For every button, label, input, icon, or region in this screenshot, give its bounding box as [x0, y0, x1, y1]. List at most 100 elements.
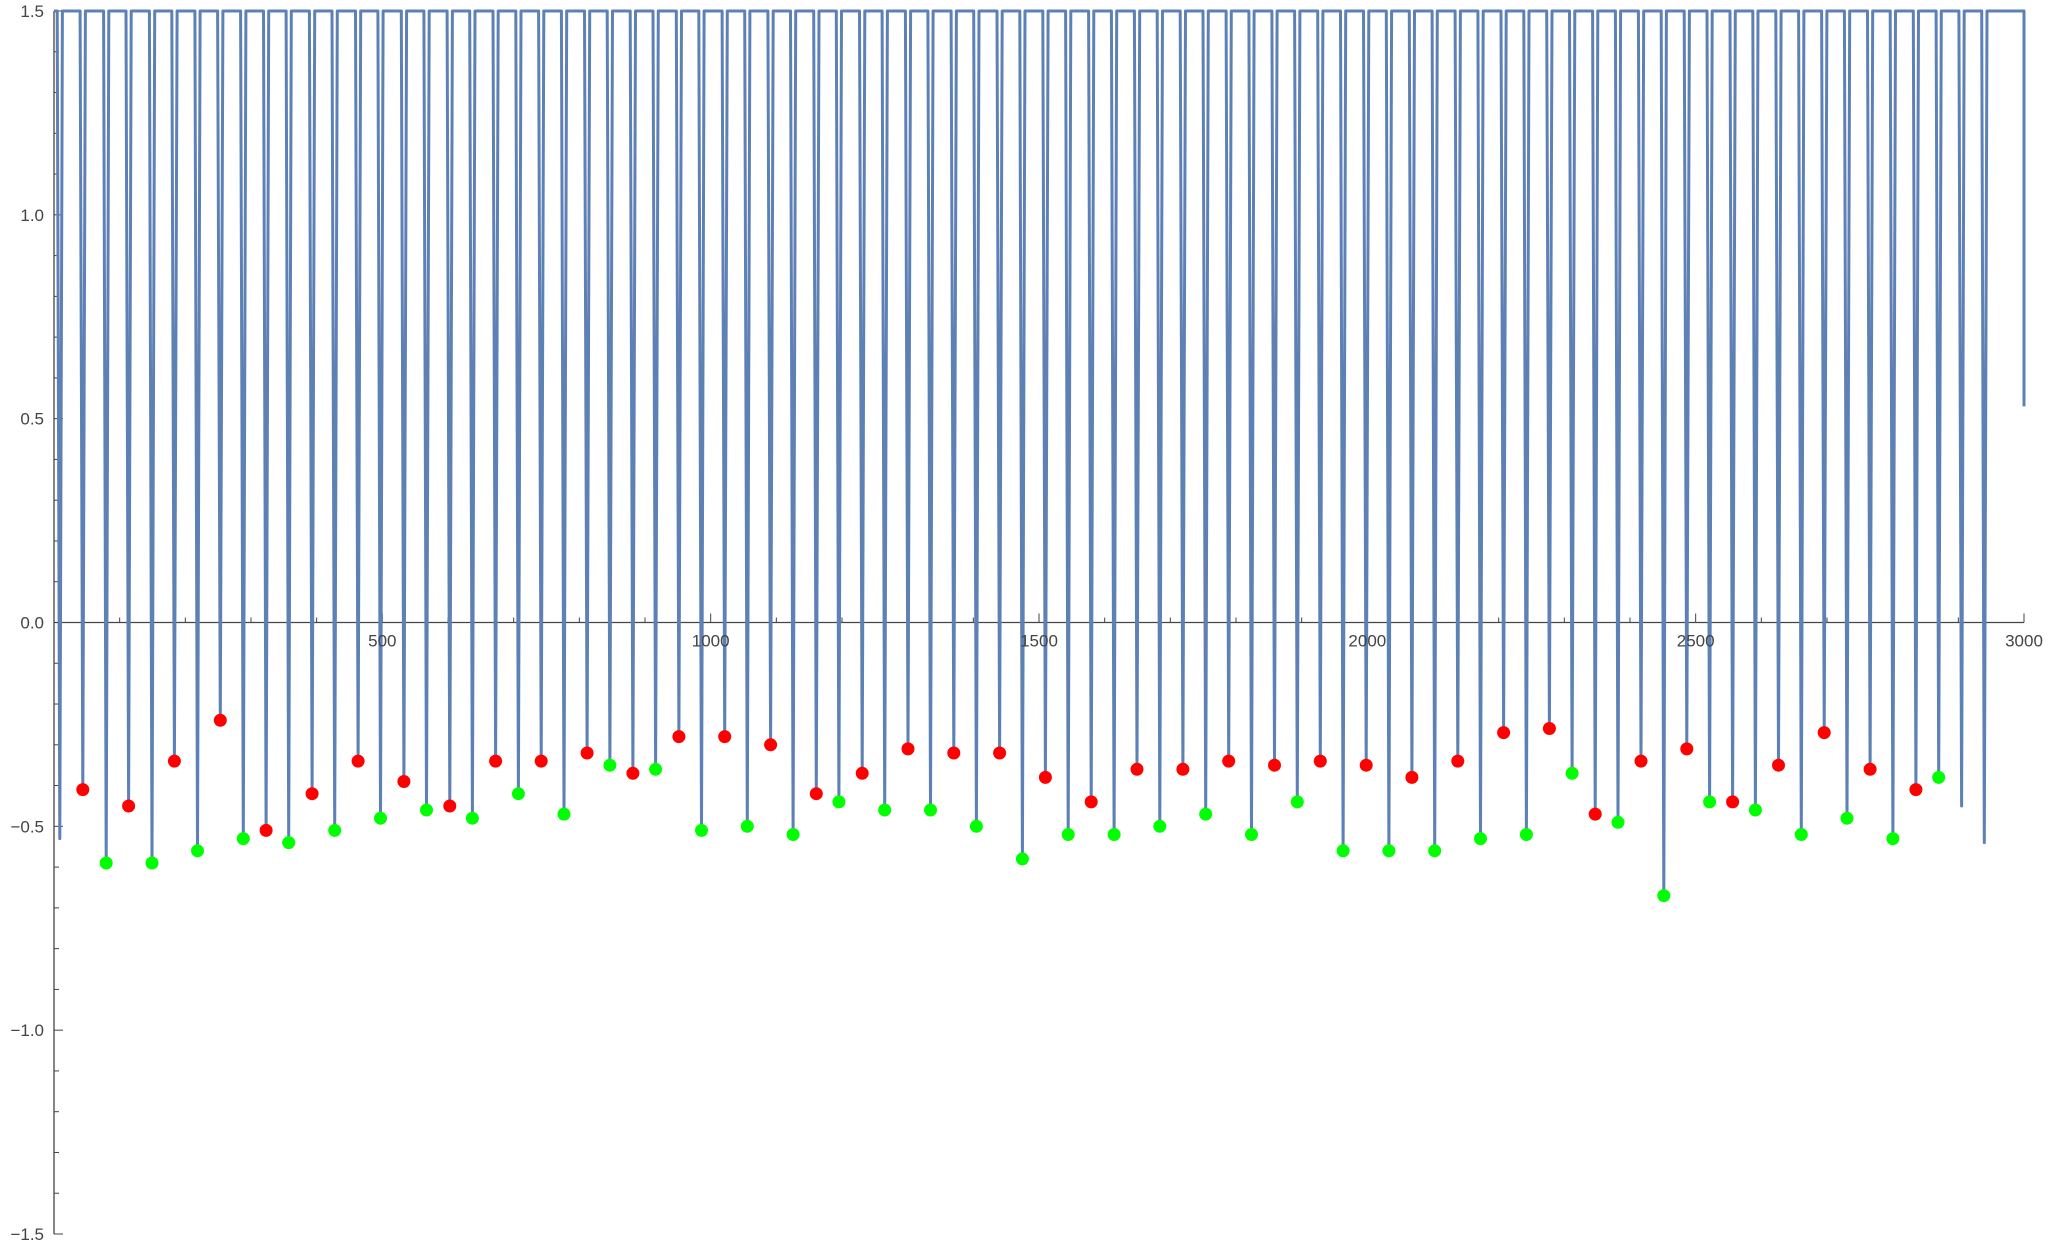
red-point [672, 730, 686, 744]
green-point [511, 787, 525, 801]
red-point [718, 730, 732, 744]
y-tick-label: 1.0 [20, 206, 44, 225]
red-point [626, 766, 640, 780]
green-point [1474, 832, 1487, 846]
red-point [397, 775, 411, 788]
red-point [1084, 795, 1098, 809]
green-point [1107, 828, 1121, 841]
red-point [855, 766, 869, 780]
green-point [1153, 819, 1167, 833]
red-point [580, 746, 594, 760]
green-point [557, 807, 571, 821]
red-point [901, 742, 915, 756]
red-point [1359, 758, 1373, 772]
green-point [1932, 770, 1946, 784]
red-point [259, 823, 273, 837]
x-tick-label: 2000 [1348, 632, 1386, 651]
red-point [1222, 754, 1236, 768]
green-point [969, 819, 983, 833]
red-point [993, 746, 1007, 760]
red-point [1038, 770, 1052, 784]
y-tick-label: −1.0 [10, 1021, 44, 1040]
red-point [534, 754, 548, 768]
green-point [878, 803, 892, 817]
green-point [465, 811, 479, 825]
x-tick-label: 1000 [692, 632, 730, 651]
red-point [1726, 795, 1740, 809]
y-tick-label: −1.5 [10, 1225, 44, 1244]
x-tick-label: 3000 [2005, 632, 2043, 651]
green-point [786, 828, 800, 841]
red-point [809, 787, 823, 801]
red-point [443, 799, 457, 813]
red-point [1542, 722, 1556, 735]
green-point [1611, 815, 1625, 829]
red-point [1588, 807, 1602, 821]
red-point [76, 783, 90, 797]
green-point [236, 832, 250, 846]
green-point [374, 811, 387, 825]
green-point [1061, 828, 1075, 841]
green-point [603, 758, 617, 772]
green-point [1886, 832, 1900, 846]
y-tick-label: 0.0 [20, 614, 44, 633]
green-point [1245, 828, 1258, 841]
red-point [351, 754, 365, 768]
green-point [1703, 795, 1717, 809]
red-point [1313, 754, 1327, 768]
green-point [1519, 828, 1533, 841]
red-point [1130, 762, 1144, 776]
green-point [1657, 889, 1671, 903]
green-point [191, 844, 204, 858]
series-curve [54, 9, 2026, 898]
axes [53, 10, 2025, 1235]
red-point [305, 787, 319, 801]
red-point [1176, 762, 1190, 776]
green-point [1565, 766, 1579, 780]
y-tick-label: 0.5 [20, 410, 44, 429]
red-point [1817, 726, 1831, 740]
y-tick-label: 1.5 [20, 2, 44, 21]
red-point [1634, 754, 1648, 768]
red-point [1268, 758, 1281, 772]
green-point [695, 823, 708, 837]
green-point [1748, 803, 1762, 817]
y-tick-label: −0.5 [10, 817, 44, 836]
green-point [99, 856, 113, 870]
x-tick-label: 500 [368, 632, 396, 651]
red-point [764, 738, 778, 752]
tick-labels: 500 1000 1500 2000 2500 3000 1.5 1.0 0.5 0.0 −0.5 −… [10, 2, 2042, 1244]
red-point [947, 746, 961, 760]
green-point [328, 823, 342, 837]
green-point [1015, 852, 1029, 866]
points-layer [76, 713, 1946, 903]
green-point [1840, 811, 1854, 825]
red-point [1909, 783, 1923, 797]
red-point [167, 754, 181, 768]
red-point [1863, 762, 1877, 776]
green-point [1290, 795, 1304, 809]
green-point [1428, 844, 1442, 858]
red-point [1451, 754, 1465, 768]
red-point [1680, 742, 1694, 756]
green-point [1199, 807, 1213, 821]
green-point [649, 762, 663, 776]
green-point [832, 795, 846, 809]
green-point [1794, 828, 1808, 841]
green-point [924, 803, 937, 817]
red-point [122, 799, 136, 813]
green-point [1336, 844, 1350, 858]
green-point [740, 819, 754, 833]
red-point [489, 754, 503, 768]
green-point [420, 803, 433, 817]
green-point [1382, 844, 1396, 858]
red-point [1405, 770, 1419, 784]
green-point [145, 856, 159, 870]
red-point [1772, 758, 1785, 772]
curve-layer [54, 9, 2026, 898]
red-point [1497, 726, 1511, 740]
x-tick-label: 1500 [1020, 632, 1058, 651]
x-tick-label: 2500 [1677, 632, 1715, 651]
green-point [282, 836, 296, 850]
